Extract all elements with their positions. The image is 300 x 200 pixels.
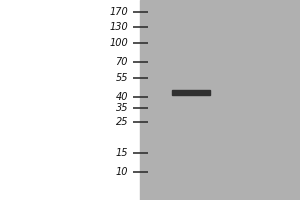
Text: 25: 25 [116,117,128,127]
Text: 170: 170 [109,7,128,17]
Bar [172,90,210,95]
Text: 55: 55 [116,73,128,83]
Text: 15: 15 [116,148,128,158]
Bar [140,0,300,200]
Text: 100: 100 [109,38,128,48]
Text: 70: 70 [116,57,128,67]
Text: 10: 10 [116,167,128,177]
Text: 130: 130 [109,22,128,32]
Text: 35: 35 [116,103,128,113]
Text: 40: 40 [116,92,128,102]
